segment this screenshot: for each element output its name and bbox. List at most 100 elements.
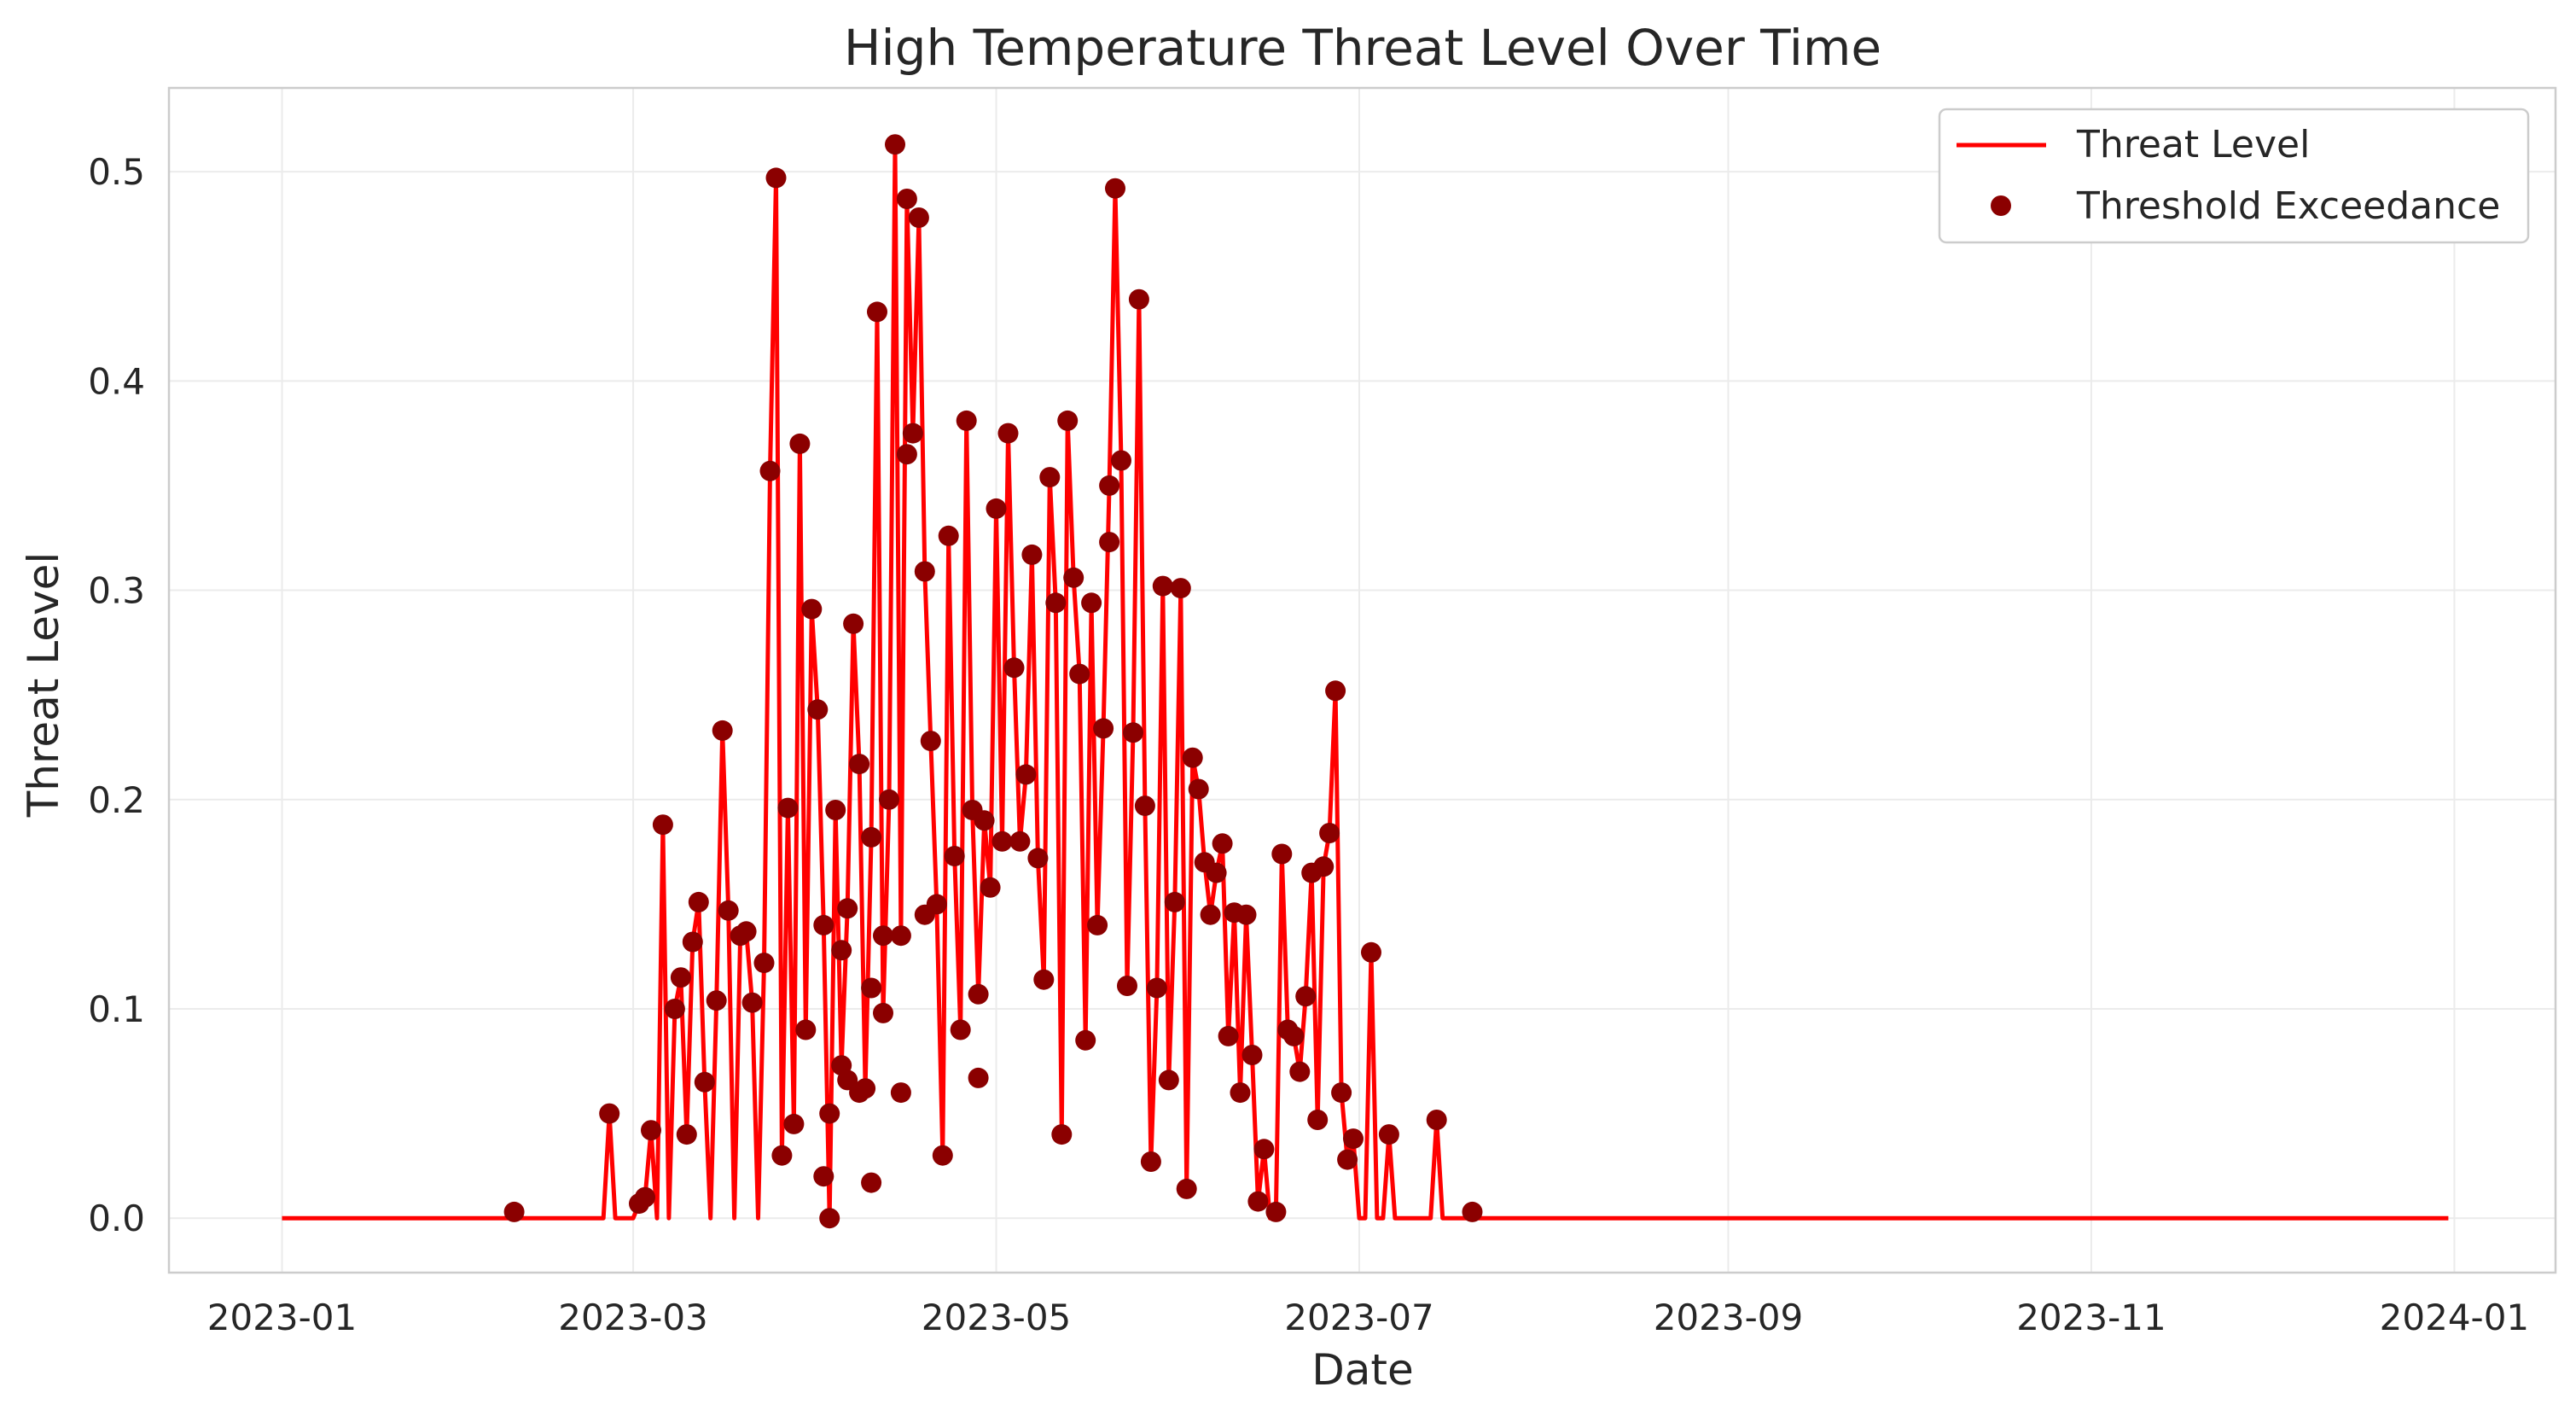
threshold-exceedance-point	[896, 444, 917, 465]
threshold-exceedance-point	[688, 891, 709, 912]
threshold-exceedance-point	[1337, 1149, 1358, 1170]
legend-box	[1938, 108, 2530, 244]
x-tick-label: 2023-09	[1654, 1297, 1804, 1338]
threshold-exceedance-point	[938, 525, 959, 546]
threshold-exceedance-point	[980, 877, 1001, 898]
threshold-exceedance-point	[1241, 1045, 1263, 1065]
threshold-exceedance-point	[741, 992, 763, 1013]
threshold-exceedance-point	[813, 1166, 834, 1187]
threshold-exceedance-point	[1063, 567, 1084, 588]
threshold-exceedance-point	[1015, 764, 1037, 785]
threshold-exceedance-point	[765, 167, 787, 189]
threshold-exceedance-point	[718, 900, 739, 921]
threshold-exceedance-point	[1176, 1178, 1197, 1199]
threshold-exceedance-point	[1158, 1069, 1179, 1091]
threshold-exceedance-point	[1361, 941, 1381, 963]
threshold-exceedance-point	[736, 921, 757, 942]
threshold-exceedance-point	[1146, 977, 1167, 999]
threshold-exceedance-point	[861, 826, 882, 848]
threshold-exceedance-point	[890, 925, 911, 947]
threshold-exceedance-point	[694, 1071, 715, 1093]
threshold-exceedance-point	[1307, 1110, 1329, 1130]
legend-marker-swatch	[1991, 195, 2011, 216]
threshold-exceedance-point	[1200, 904, 1221, 925]
threshold-exceedance-point	[1051, 1124, 1073, 1145]
threshold-exceedance-point	[1289, 1061, 1311, 1082]
threshold-exceedance-point	[1462, 1201, 1483, 1222]
threshold-exceedance-point	[676, 1124, 697, 1145]
x-tick-label: 2024-01	[2380, 1297, 2530, 1338]
threshold-exceedance-point	[652, 814, 673, 836]
y-tick-label: 0.5	[88, 151, 145, 193]
threshold-exceedance-point	[801, 598, 823, 620]
y-axis-label: Threat Level	[19, 552, 68, 819]
legend-label-threshold-exceedance: Threshold Exceedance	[2076, 184, 2500, 228]
threshold-exceedance-point	[837, 898, 858, 919]
y-tick-label: 0.1	[88, 988, 145, 1030]
threshold-exceedance-point	[1081, 592, 1102, 614]
threshold-exceedance-point	[1099, 475, 1120, 496]
threshold-exceedance-point	[950, 1019, 971, 1040]
threshold-exceedance-point	[1087, 914, 1108, 935]
threshold-exceedance-point	[789, 433, 811, 454]
threshold-exceedance-point	[861, 977, 882, 999]
x-tick-label: 2023-03	[558, 1297, 708, 1338]
threshold-exceedance-point	[1170, 578, 1191, 599]
x-tick-labels: 2023-01 2023-03 2023-05 2023-07 2023-09 2023-…	[207, 1297, 2529, 1338]
threshold-exceedance-point	[1331, 1082, 1352, 1104]
threshold-exceedance-point	[867, 301, 887, 323]
x-tick-label: 2023-05	[922, 1297, 1072, 1338]
threshold-exceedance-point	[771, 1145, 793, 1166]
threshold-exceedance-point	[1343, 1128, 1364, 1150]
legend: Threat Level Threshold Exceedance	[1938, 108, 2530, 244]
threshold-exceedance-point	[1283, 1025, 1305, 1046]
threshold-exceedance-point	[1378, 1124, 1399, 1145]
threshold-exceedance-point	[1188, 778, 1209, 800]
threshold-exceedance-point	[890, 1082, 911, 1104]
threshold-exceedance-point	[974, 810, 995, 831]
threshold-exceedance-point	[1075, 1029, 1096, 1051]
threshold-exceedance-point	[1021, 544, 1043, 565]
threshold-exceedance-point	[879, 789, 899, 810]
threshold-exceedance-point	[503, 1201, 525, 1222]
y-tick-label: 0.0	[88, 1198, 145, 1239]
threshold-exceedance-point	[813, 914, 834, 935]
threshold-exceedance-point	[1271, 843, 1293, 865]
threshold-exceedance-point	[599, 1103, 620, 1124]
threshold-exceedance-point	[926, 894, 947, 915]
threshold-exceedance-point	[997, 423, 1019, 444]
threshold-exceedance-point	[920, 731, 941, 752]
threshold-exceedance-point	[1128, 288, 1149, 310]
threshold-exceedance-point	[635, 1186, 655, 1208]
threshold-exceedance-point	[1236, 904, 1257, 925]
threshold-exceedance-point	[1253, 1139, 1275, 1160]
threshold-exceedance-point	[641, 1120, 661, 1141]
threshold-exceedance-point	[1206, 862, 1227, 883]
threshold-exceedance-point	[908, 207, 929, 228]
threshold-exceedance-point	[1117, 976, 1137, 996]
x-tick-label: 2023-11	[2016, 1297, 2166, 1338]
threshold-exceedance-point	[861, 1172, 882, 1193]
threshold-exceedance-point	[1111, 450, 1131, 471]
threshold-exceedance-point	[986, 498, 1007, 519]
threshold-exceedance-point	[1319, 823, 1340, 843]
threshold-exceedance-point	[991, 830, 1013, 852]
threshold-exceedance-point	[1009, 830, 1031, 852]
threshold-exceedance-point	[712, 720, 733, 741]
threshold-exceedance-point	[843, 613, 864, 634]
x-axis-label: Date	[1311, 1345, 1414, 1395]
legend-label-threat-level: Threat Level	[2076, 123, 2310, 166]
threshold-exceedance-point	[664, 999, 685, 1019]
threshold-exceedance-point	[1099, 532, 1120, 553]
x-tick-label: 2023-01	[207, 1297, 358, 1338]
threshold-exceedance-point	[1265, 1201, 1287, 1222]
threshold-exceedance-point	[1069, 663, 1090, 685]
threshold-exceedance-point	[1057, 410, 1079, 431]
series-threshold-exceedance-points	[503, 134, 1483, 1229]
threshold-exceedance-point	[777, 797, 799, 819]
threshold-exceedance-point	[1212, 833, 1233, 854]
threshold-exceedance-point	[1134, 796, 1155, 817]
y-tick-labels: 0.0 0.1 0.2 0.3 0.4 0.5	[88, 151, 145, 1239]
threshold-exceedance-point	[807, 699, 829, 720]
